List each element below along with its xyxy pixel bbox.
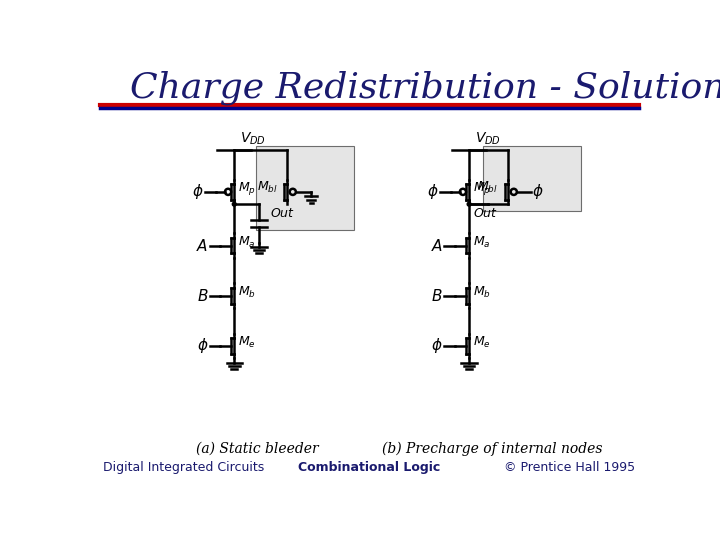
Text: Charge Redistribution - Solutions: Charge Redistribution - Solutions	[130, 71, 720, 105]
Text: $M_b$: $M_b$	[473, 285, 491, 300]
Text: $Out$: $Out$	[473, 207, 498, 220]
Text: Digital Integrated Circuits: Digital Integrated Circuits	[104, 462, 265, 475]
Text: $Out$: $Out$	[270, 207, 294, 220]
Text: $M_a$: $M_a$	[238, 235, 256, 250]
Text: $B$: $B$	[197, 288, 208, 304]
Text: $M_e$: $M_e$	[238, 335, 256, 350]
Text: $A$: $A$	[196, 238, 208, 254]
Circle shape	[467, 202, 471, 206]
Text: $M_e$: $M_e$	[473, 335, 491, 350]
Text: $\phi$: $\phi$	[431, 336, 443, 355]
Text: $\phi$: $\phi$	[197, 336, 208, 355]
Text: $M_b$: $M_b$	[238, 285, 256, 300]
Text: $M_p$: $M_p$	[473, 180, 491, 197]
Text: $M_{bl}$: $M_{bl}$	[477, 180, 498, 195]
Circle shape	[233, 202, 236, 206]
Text: © Prentice Hall 1995: © Prentice Hall 1995	[503, 462, 634, 475]
Text: (a) Static bleeder: (a) Static bleeder	[196, 442, 319, 456]
Text: $\phi$: $\phi$	[532, 183, 544, 201]
Text: $V_{DD}$: $V_{DD}$	[240, 131, 266, 147]
Text: (b) Precharge of internal nodes: (b) Precharge of internal nodes	[382, 442, 603, 456]
Text: $M_{bl}$: $M_{bl}$	[257, 180, 278, 195]
Text: $A$: $A$	[431, 238, 443, 254]
Text: $B$: $B$	[431, 288, 443, 304]
Bar	[256, 146, 354, 231]
Text: $V_{DD}$: $V_{DD}$	[475, 131, 501, 147]
Text: Combinational Logic: Combinational Logic	[298, 462, 440, 475]
Text: $\phi$: $\phi$	[427, 183, 438, 201]
Text: $M_a$: $M_a$	[473, 235, 490, 250]
Text: $M_p$: $M_p$	[238, 180, 256, 197]
Bar	[483, 146, 581, 211]
Text: $\phi$: $\phi$	[192, 183, 204, 201]
